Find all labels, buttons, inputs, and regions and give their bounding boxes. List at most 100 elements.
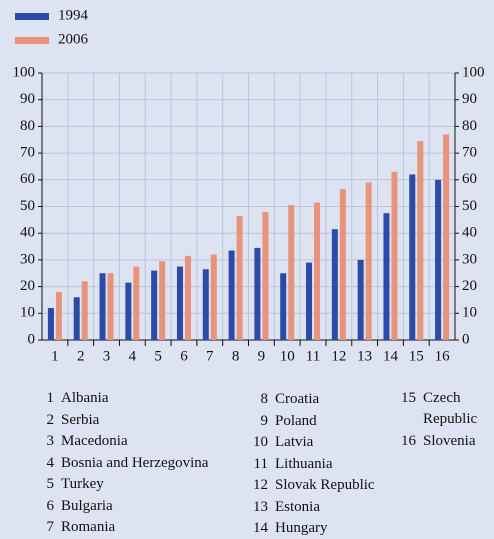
bar	[107, 273, 114, 340]
bar	[210, 254, 217, 340]
note: 12 Slovak Republic	[244, 475, 375, 496]
note-name: Romania	[61, 519, 116, 535]
note-key: 6	[46, 497, 55, 514]
note-name: Slovenia	[423, 433, 476, 449]
note-key: 14	[253, 520, 268, 536]
bar	[81, 281, 88, 340]
note-key: 15	[401, 390, 416, 406]
note-key: 16	[401, 433, 416, 449]
bar	[314, 202, 321, 340]
y-tick-label: 10	[20, 305, 35, 321]
note-name: Czech Republic	[423, 390, 478, 427]
bar	[391, 171, 398, 340]
bar	[383, 213, 390, 340]
x-tick-label: 9	[258, 348, 266, 364]
note-key: 13	[253, 498, 268, 515]
y-tick-label: 100	[13, 64, 36, 80]
note: 1 Albania	[30, 388, 109, 409]
y2-tick-label: 70	[462, 145, 477, 161]
note-key: 11	[253, 455, 268, 472]
bar	[236, 215, 243, 340]
bar	[159, 261, 166, 340]
note-key: 4	[46, 454, 55, 471]
note-key: 9	[260, 412, 269, 429]
y2-tick-label: 40	[462, 225, 477, 241]
note-key: 5	[46, 476, 55, 492]
y2-tick-label: 90	[462, 91, 477, 107]
bar	[417, 141, 424, 340]
x-tick-label: 5	[154, 348, 162, 364]
note-key: 8	[260, 391, 269, 407]
bar	[339, 189, 346, 340]
x-tick-label: 14	[383, 348, 399, 364]
note-name: Bulgaria	[61, 497, 113, 514]
note-name: Turkey	[61, 476, 104, 492]
note: 10 Latvia	[244, 432, 313, 453]
y-tick-label: 0	[28, 331, 36, 347]
y2-tick-label: 80	[462, 118, 477, 134]
note: 13 Estonia	[244, 497, 320, 518]
legend-label: 1994	[58, 7, 89, 23]
y2-tick-label: 10	[462, 305, 477, 321]
bar	[280, 273, 287, 340]
note: 15 Czech Republic	[392, 388, 491, 430]
note-key: 7	[46, 519, 55, 535]
note-name: Estonia	[275, 498, 320, 515]
bar	[443, 134, 450, 340]
note: 11 Lithuania	[244, 454, 333, 475]
y-tick-label: 80	[20, 118, 35, 134]
bar	[254, 247, 261, 340]
bar	[176, 266, 183, 340]
note: 4 Bosnia and Herzegovina	[30, 453, 209, 474]
note-name: Slovak Republic	[275, 477, 375, 493]
bar	[365, 182, 372, 340]
note-name: Latvia	[275, 434, 314, 450]
x-tick-label: 12	[331, 348, 346, 364]
bar	[228, 250, 235, 340]
x-tick-label: 3	[103, 348, 111, 364]
y2-tick-label: 50	[462, 198, 477, 214]
note-key: 1	[46, 390, 55, 406]
bar	[306, 262, 313, 340]
bar	[47, 307, 54, 340]
x-tick-label: 8	[232, 348, 240, 364]
bar	[151, 270, 158, 340]
y2-tick-label: 100	[462, 64, 485, 80]
bar	[288, 205, 295, 340]
bar	[73, 297, 80, 340]
x-tick-label: 11	[306, 348, 320, 364]
note-key: 3	[46, 433, 55, 449]
bar	[331, 229, 338, 340]
bar	[262, 211, 269, 340]
bar	[435, 179, 442, 340]
bar	[55, 291, 62, 340]
note-name: Lithuania	[275, 455, 333, 472]
x-tick-label: 6	[180, 348, 188, 364]
note: 9 Poland	[244, 411, 317, 432]
y-tick-label: 60	[20, 171, 35, 187]
note: 3 Macedonia	[30, 431, 128, 452]
x-tick-label: 10	[280, 348, 295, 364]
bar	[184, 255, 191, 340]
note-name: Serbia	[61, 411, 100, 428]
x-tick-label: 2	[77, 348, 85, 364]
note: 6 Bulgaria	[30, 496, 113, 517]
x-tick-label: 13	[357, 348, 372, 364]
y-tick-label: 90	[20, 91, 35, 107]
x-tick-label: 7	[206, 348, 214, 364]
bar	[125, 282, 132, 340]
note: 5 Turkey	[30, 474, 104, 495]
y2-tick-label: 60	[462, 171, 477, 187]
x-tick-label: 1	[51, 348, 59, 364]
y-tick-label: 20	[20, 278, 35, 294]
y2-tick-label: 30	[462, 251, 477, 267]
note-key: 2	[46, 411, 55, 428]
bar	[202, 269, 209, 340]
note-key: 12	[253, 477, 268, 493]
note-name: Hungary	[275, 520, 328, 536]
legend-label: 2006	[58, 31, 89, 47]
x-tick-label: 15	[409, 348, 424, 364]
note: 16 Slovenia	[392, 431, 476, 452]
